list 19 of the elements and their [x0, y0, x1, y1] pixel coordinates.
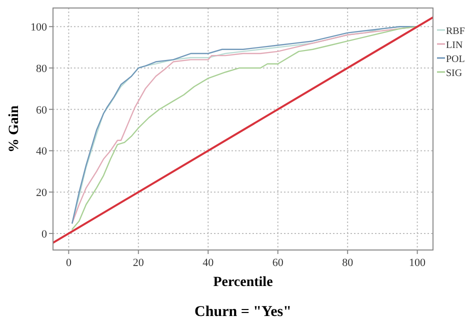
- x-axis-title: Percentile: [213, 275, 273, 290]
- legend-label: POL: [446, 54, 465, 65]
- text: Churn = "Yes": [194, 304, 292, 320]
- y-axis-title: % Gain: [7, 105, 22, 153]
- y-tick-label: 20: [36, 187, 48, 200]
- x-tick-label: 80: [342, 257, 354, 269]
- x-tick-label: 100: [409, 257, 426, 269]
- legend-label: LIN: [446, 40, 463, 51]
- legend-label: RBF: [446, 26, 466, 37]
- x-tick-label: 60: [272, 257, 284, 269]
- legend-label: SIG: [446, 68, 462, 79]
- x-tick-label: 20: [132, 257, 144, 269]
- y-tick-label: 0: [42, 228, 48, 240]
- y-tick-label: 40: [36, 146, 48, 158]
- x-tick-label: 0: [66, 257, 72, 269]
- y-tick-label: 80: [36, 62, 48, 75]
- y-tick-label: 100: [30, 22, 48, 34]
- x-tick-label: 40: [202, 257, 214, 269]
- y-tick-label: 60: [36, 104, 48, 116]
